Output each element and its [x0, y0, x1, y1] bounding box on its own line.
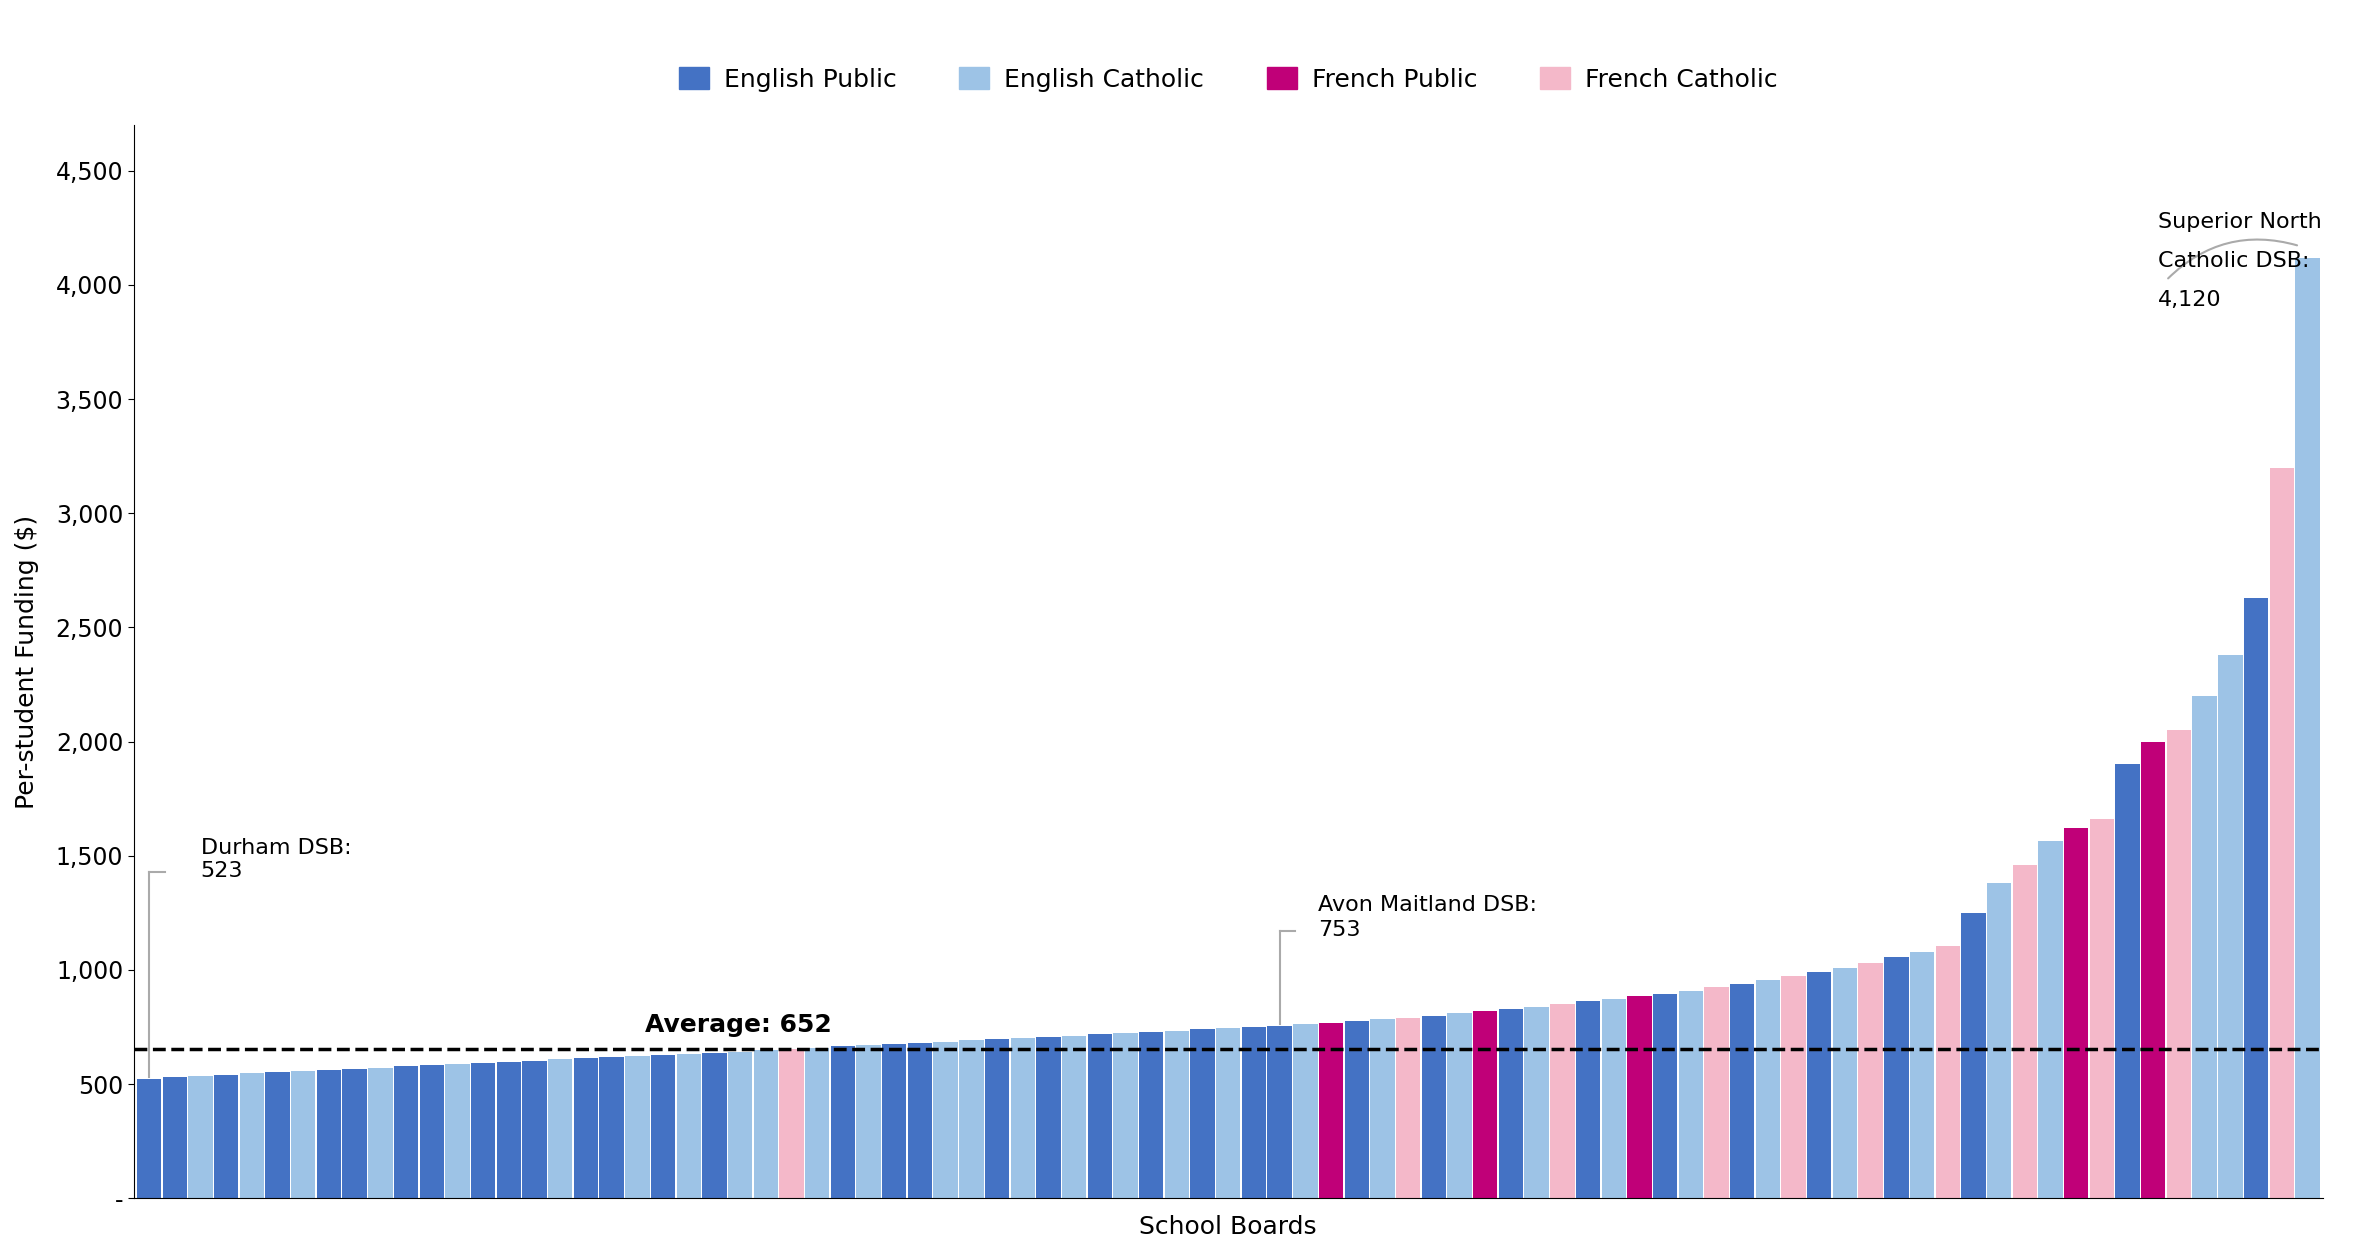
Y-axis label: Per-student Funding ($): Per-student Funding ($): [14, 514, 38, 809]
Bar: [1035, 1037, 1061, 1199]
Bar: [1061, 1036, 1087, 1199]
Bar: [780, 1050, 804, 1199]
Bar: [2191, 696, 2217, 1199]
Bar: [291, 1071, 314, 1199]
Bar: [1730, 983, 1754, 1199]
Bar: [343, 1068, 366, 1199]
Bar: [934, 1042, 957, 1199]
Legend: English Public, English Catholic, French Public, French Catholic: English Public, English Catholic, French…: [669, 58, 1787, 102]
Bar: [239, 1073, 265, 1199]
Bar: [1626, 997, 1652, 1199]
Bar: [1577, 1002, 1600, 1199]
Bar: [1832, 968, 1858, 1199]
Text: 523: 523: [201, 861, 243, 880]
Bar: [369, 1067, 392, 1199]
Bar: [986, 1040, 1009, 1199]
Bar: [1113, 1033, 1137, 1199]
Bar: [1600, 999, 1626, 1199]
Bar: [830, 1047, 856, 1199]
Bar: [2012, 865, 2038, 1199]
Bar: [2090, 819, 2113, 1199]
Bar: [1447, 1013, 1473, 1199]
Bar: [1962, 913, 1986, 1199]
Bar: [2217, 655, 2243, 1199]
Bar: [676, 1053, 700, 1199]
Bar: [1241, 1027, 1267, 1199]
Text: Durham DSB:: Durham DSB:: [201, 838, 352, 858]
Bar: [1165, 1031, 1189, 1199]
Bar: [624, 1056, 650, 1199]
Bar: [1986, 883, 2012, 1199]
Bar: [600, 1057, 624, 1199]
Bar: [1678, 991, 1702, 1199]
Text: 753: 753: [1319, 920, 1362, 940]
Bar: [1421, 1016, 1447, 1199]
Bar: [1551, 1003, 1574, 1199]
Text: Average: 652: Average: 652: [645, 1013, 832, 1037]
Bar: [2038, 841, 2064, 1199]
Bar: [189, 1076, 213, 1199]
Bar: [1345, 1021, 1369, 1199]
Text: Superior North: Superior North: [2158, 212, 2321, 232]
Bar: [1293, 1025, 1317, 1199]
Bar: [395, 1066, 418, 1199]
Bar: [856, 1046, 882, 1199]
Bar: [496, 1062, 520, 1199]
Bar: [2116, 765, 2139, 1199]
Bar: [1397, 1018, 1421, 1199]
Bar: [1499, 1008, 1522, 1199]
Bar: [1191, 1030, 1215, 1199]
Bar: [1215, 1028, 1241, 1199]
Bar: [1009, 1038, 1035, 1199]
Text: Catholic DSB:: Catholic DSB:: [2158, 251, 2310, 271]
Text: 4,120: 4,120: [2158, 290, 2222, 310]
Bar: [1087, 1035, 1111, 1199]
Bar: [444, 1065, 470, 1199]
Bar: [2168, 730, 2191, 1199]
Bar: [1756, 979, 1780, 1199]
Bar: [1704, 987, 1728, 1199]
Bar: [1936, 946, 1960, 1199]
Bar: [882, 1045, 905, 1199]
Bar: [1910, 952, 1934, 1199]
Bar: [2142, 741, 2165, 1199]
Bar: [137, 1078, 161, 1199]
Bar: [548, 1060, 572, 1199]
Bar: [574, 1058, 598, 1199]
Bar: [1473, 1011, 1496, 1199]
Bar: [1806, 972, 1832, 1199]
Bar: [960, 1041, 983, 1199]
Bar: [1525, 1007, 1548, 1199]
Bar: [908, 1043, 931, 1199]
Bar: [470, 1063, 496, 1199]
X-axis label: School Boards: School Boards: [1139, 1215, 1317, 1239]
Bar: [1652, 994, 1678, 1199]
Bar: [754, 1051, 778, 1199]
Bar: [215, 1075, 239, 1199]
Bar: [702, 1052, 726, 1199]
Bar: [806, 1047, 830, 1199]
Bar: [2295, 257, 2319, 1199]
Bar: [2243, 598, 2269, 1199]
Bar: [1371, 1020, 1395, 1199]
Bar: [1139, 1032, 1163, 1199]
Bar: [2064, 829, 2087, 1199]
Bar: [2269, 468, 2293, 1199]
Bar: [522, 1061, 546, 1199]
Text: Avon Maitland DSB:: Avon Maitland DSB:: [1319, 895, 1537, 915]
Bar: [1858, 963, 1882, 1199]
Bar: [1319, 1022, 1343, 1199]
Bar: [1884, 957, 1908, 1199]
Bar: [650, 1055, 676, 1199]
Bar: [418, 1066, 444, 1199]
Bar: [1267, 1026, 1291, 1199]
Bar: [728, 1052, 752, 1199]
Bar: [317, 1070, 340, 1199]
Bar: [163, 1077, 187, 1199]
Bar: [265, 1072, 291, 1199]
Bar: [1782, 976, 1806, 1199]
